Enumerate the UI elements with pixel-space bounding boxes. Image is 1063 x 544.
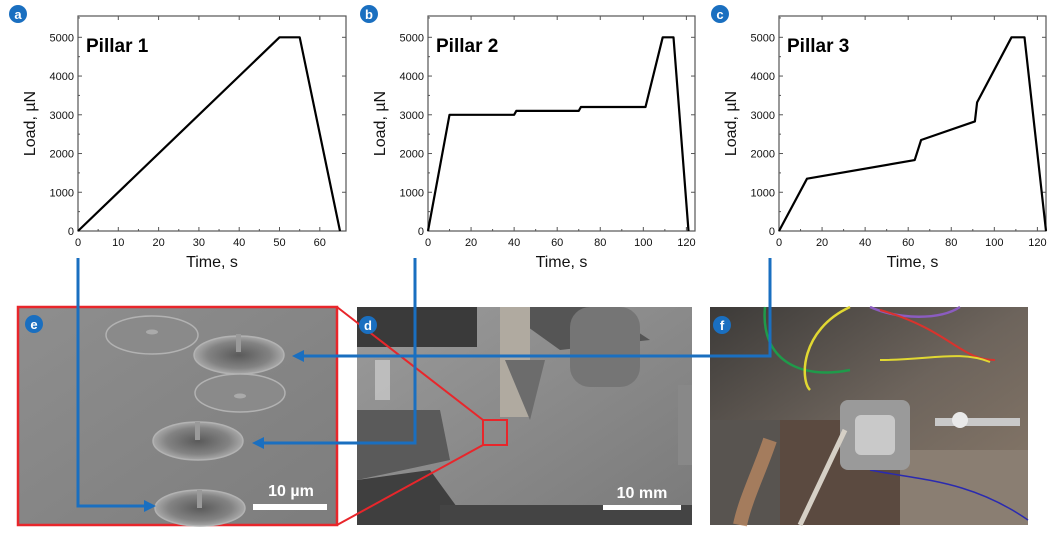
y-tick-label: 5000 [50,32,74,44]
panel-label-e: e [30,317,37,332]
chart-title: Pillar 1 [86,36,149,57]
x-tick-label: 40 [233,237,245,249]
scale-bar-label-e: 10 µm [268,483,314,500]
chart-pillar-3: 0 1000 2000 3000 4000 5000 0 20 40 60 80 100 120 Time… [711,5,1048,271]
y-tick-label: 1000 [400,187,424,199]
photo-panel-d: 10 mm [357,307,692,525]
arrowhead-pillar3 [292,350,304,362]
y-tick-label: 5000 [400,32,424,44]
arrow-pillar2 [262,258,417,445]
x-tick-label: 50 [273,237,285,249]
x-tick-label: 0 [776,237,782,249]
plot-frame [427,15,696,232]
chart-title: Pillar 2 [436,36,498,57]
x-tick-label: 10 [112,237,124,249]
y-tick-label: 0 [769,226,775,238]
panel-label-f: f [720,318,725,333]
y-axis-label: Load, µN [22,91,39,156]
plot-frame [77,15,347,232]
x-tick-label: 30 [193,237,205,249]
y-tick-label: 4000 [50,71,74,83]
x-tick-label: 100 [985,237,1003,249]
y-tick-label: 2000 [400,149,424,161]
x-axis-label: Time, s [186,254,238,271]
y-tick-label: 4000 [751,71,775,83]
y-tick-label: 0 [418,226,424,238]
arrow-pillar3 [302,258,772,358]
load-curve [426,36,690,232]
x-axis-label: Time, s [536,254,588,271]
panel-label-badge [9,5,27,23]
photo-panel-e: 10 µm e [16,305,339,527]
x-tick-label: 80 [945,237,957,249]
x-tick-label: 40 [508,237,520,249]
x-tick-label: 60 [551,237,563,249]
y-tick-label: 4000 [400,71,424,83]
arrowhead-pillar2 [252,437,264,449]
x-tick-label: 40 [859,237,871,249]
x-tick-label: 80 [594,237,606,249]
panel-label-badge [360,5,378,23]
y-tick-label: 1000 [50,187,74,199]
x-tick-label: 20 [152,237,164,249]
load-curve [778,36,1048,232]
y-axis-label: Load, µN [372,91,389,156]
chart-pillar-2: 0 1000 2000 3000 4000 5000 0 20 40 60 80 100 120 Time… [360,5,696,271]
scale-bar-d [603,505,681,510]
panel-label-e-badge [25,315,43,333]
x-axis-label: Time, s [887,254,939,271]
photo-panel-f: f [710,305,1029,527]
y-tick-label: 3000 [50,110,74,122]
connector-arrows [76,258,772,512]
scale-bar-label-d: 10 mm [617,485,668,502]
panel-label-d: d [364,318,372,333]
panel-label-d-badge [359,316,377,334]
chart-pillar-1: 0 1000 2000 3000 4000 5000 0 10 20 30 40 50 60 Time, … [9,5,347,271]
panel-label-f-badge [713,316,731,334]
y-tick-label: 2000 [50,149,74,161]
panel-label: a [14,7,22,22]
x-tick-label: 60 [314,237,326,249]
panel-label: c [716,7,723,22]
chart-title: Pillar 3 [787,36,849,57]
panel-label: b [365,7,373,22]
y-tick-label: 3000 [400,110,424,122]
load-curve [77,36,342,232]
panel-label-badge [711,5,729,23]
y-tick-label: 5000 [751,32,775,44]
x-tick-label: 100 [634,237,652,249]
y-axis-label: Load, µN [723,91,740,156]
x-tick-label: 120 [1028,237,1046,249]
x-tick-label: 0 [425,237,431,249]
plot-frame [778,15,1047,232]
zoom-connector-bottom [336,444,484,526]
x-tick-label: 0 [75,237,81,249]
x-tick-label: 60 [902,237,914,249]
scale-bar-e [253,504,327,510]
arrow-pillar1 [76,258,146,508]
y-tick-label: 3000 [751,110,775,122]
y-tick-label: 0 [68,226,74,238]
y-tick-label: 2000 [751,149,775,161]
x-tick-label: 20 [465,237,477,249]
zoom-region-box [482,419,508,446]
arrowhead-pillar1 [144,500,156,512]
y-tick-label: 1000 [751,187,775,199]
x-tick-label: 20 [816,237,828,249]
x-tick-label: 120 [677,237,695,249]
